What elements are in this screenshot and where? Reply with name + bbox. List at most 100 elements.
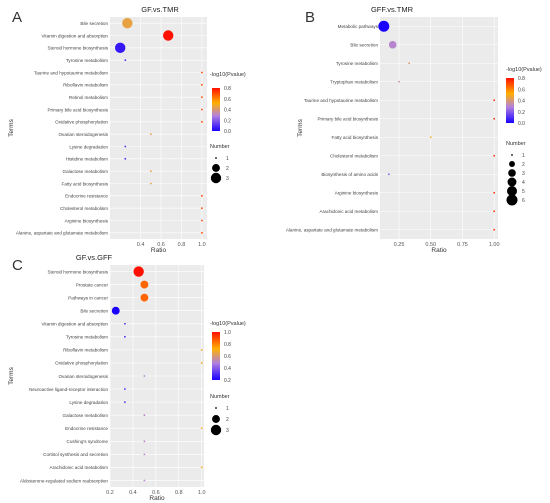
y-axis-label: Terms: [8, 366, 15, 384]
data-point: [143, 479, 146, 482]
size-legend-dot: [210, 172, 222, 184]
term-label: Steroid hormone biosynthesis: [47, 46, 108, 51]
size-legend-label: 3: [226, 428, 229, 434]
data-point: [149, 133, 152, 136]
color-legend-tick: 0.2: [518, 110, 525, 116]
term-label: Ovarian steroidogenesis: [58, 374, 108, 379]
size-legend-label: 3: [226, 176, 229, 182]
term-label: Metabolic pathways: [338, 24, 379, 29]
color-bar: [212, 88, 220, 131]
size-legend-dot: [509, 161, 515, 167]
x-tick-label: 0.4: [129, 490, 137, 496]
data-point: [124, 59, 127, 62]
data-point: [143, 414, 146, 417]
size-legend-title: Number: [210, 394, 230, 400]
size-legend-dot: [507, 177, 517, 187]
term-label: Fatty acid biosynthesis: [62, 181, 109, 186]
chart-title: GF.vs.GFF: [76, 253, 113, 262]
color-legend-tick: 0.8: [224, 86, 231, 92]
term-label: Riboflavin metabolism: [63, 83, 108, 88]
data-point: [111, 306, 120, 315]
term-label: Arginine biosynthesis: [65, 218, 109, 223]
term-label: Histidine metabolism: [66, 157, 109, 162]
color-legend-tick: 0.8: [518, 76, 525, 82]
term-label: Vitamin digestion and absorption: [41, 322, 108, 327]
data-point: [200, 362, 203, 364]
size-legend-label: 2: [522, 162, 525, 168]
size-legend-dot: [506, 194, 518, 206]
term-label: Arachidonic acid metabolism: [50, 465, 109, 470]
term-label: Galactose metabolism: [63, 413, 109, 418]
color-legend-tick: 0.2: [224, 118, 231, 124]
color-bar: [212, 332, 220, 380]
size-legend-dot: [508, 169, 516, 177]
data-point: [143, 453, 146, 456]
term-label: Riboflavin metabolism: [63, 348, 108, 353]
size-legend-dot: [511, 154, 513, 156]
data-point: [200, 207, 203, 210]
color-legend-tick: 0.0: [518, 121, 525, 127]
x-tick-label: 0.50: [425, 242, 436, 248]
term-label: Alanine, aspartate and glutamate metabol…: [16, 231, 108, 236]
term-label: Primary bile acid biosynthesis: [47, 107, 108, 112]
term-label: Fatty acid biosynthesis: [332, 135, 379, 140]
term-label: Oxidative phosphorylation: [55, 120, 108, 125]
data-point: [378, 20, 390, 32]
color-legend-tick: 0.4: [224, 108, 231, 114]
data-point: [200, 466, 203, 469]
data-point: [124, 157, 127, 160]
x-tick-label: 0.8: [178, 242, 186, 248]
data-point: [124, 388, 126, 390]
x-tick-label: 0.6: [157, 242, 165, 248]
chart-title: GFF.vs.TMR: [371, 5, 414, 14]
term-label: Prostate cancer: [76, 282, 109, 287]
term-label: Cholesterol metabolism: [330, 154, 378, 159]
data-point: [124, 322, 126, 325]
x-tick-label: 1.0: [198, 490, 206, 496]
data-point: [122, 17, 133, 29]
size-legend-label: 1: [226, 156, 229, 162]
x-tick-label: 0.25: [394, 242, 405, 248]
size-legend-title: Number: [506, 141, 526, 147]
data-point: [493, 117, 496, 120]
data-point: [140, 280, 149, 289]
color-bar: [506, 78, 514, 123]
color-legend-tick: 0.6: [518, 87, 525, 93]
panel-label: C: [12, 257, 23, 274]
term-label: Tyrosine metabolism: [336, 61, 378, 66]
color-legend-tick: 0.6: [224, 354, 231, 360]
data-point: [387, 173, 390, 176]
data-point: [200, 108, 203, 111]
term-label: Bile secretion: [80, 21, 108, 26]
data-point: [200, 427, 203, 430]
term-label: Tryptophan metabolism: [330, 80, 378, 85]
size-legend-label: 3: [522, 171, 525, 177]
term-label: Primary bile acid biosynthesis: [317, 117, 378, 122]
size-legend-dot: [215, 407, 217, 409]
term-label: Cholesterol metabolism: [60, 206, 108, 211]
data-point: [163, 30, 174, 41]
term-label: Taurine and hypotaurine metabolism: [34, 70, 108, 75]
data-point: [124, 145, 127, 148]
data-point: [429, 136, 432, 139]
x-tick-label: 0.6: [152, 490, 160, 496]
size-legend-dot: [215, 157, 217, 159]
term-label: Neuroactive ligand-receptor interaction: [29, 387, 108, 392]
term-label: Arginine biosynthesis: [335, 191, 379, 196]
data-point: [200, 71, 203, 74]
panel-label: B: [305, 9, 315, 26]
color-legend-tick: 1.0: [224, 330, 231, 336]
data-point: [200, 219, 203, 222]
data-point: [200, 231, 203, 234]
term-label: Endocrine resistance: [65, 426, 108, 431]
term-label: Vitamin digestion and absorption: [41, 33, 108, 38]
size-legend-label: 1: [522, 153, 525, 159]
data-point: [200, 96, 203, 99]
term-label: Cushing's syndrome: [67, 439, 109, 444]
data-point: [493, 191, 496, 194]
term-label: Bile secretion: [80, 309, 108, 314]
data-point: [133, 266, 144, 277]
color-legend-tick: 0.4: [518, 99, 525, 105]
chart-panel-c: C GF.vs.GFF 0.2 0.4 0.6 0.8 1.0 Steroid hormone…: [8, 253, 246, 502]
size-legend-dot: [212, 164, 220, 172]
